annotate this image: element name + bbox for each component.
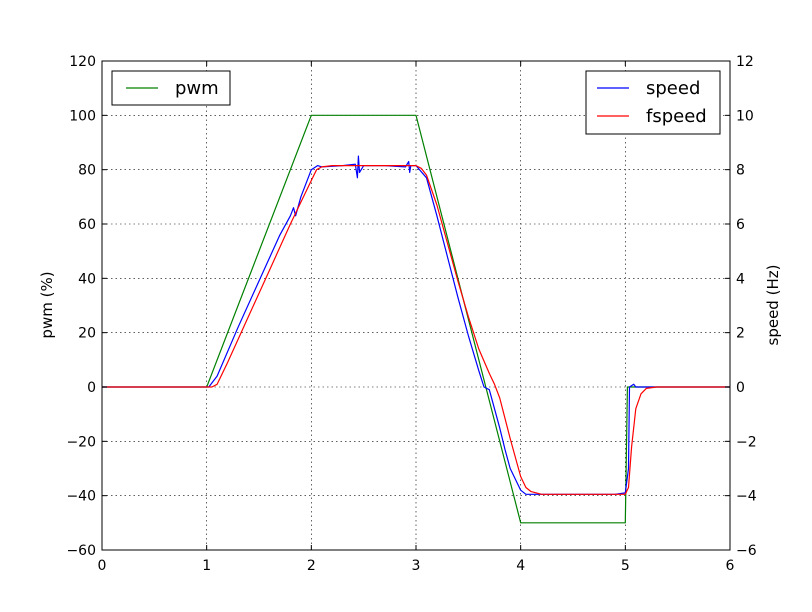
- y-left-tick-label: 40: [78, 271, 96, 287]
- legend-label-fspeed: fspeed: [646, 106, 707, 127]
- ticks: [101, 60, 731, 551]
- y-left-tick-label: 60: [78, 217, 96, 233]
- y-left-tick-label: −20: [66, 434, 96, 450]
- y-left-tick-label: 80: [78, 163, 96, 179]
- y-right-tick-label: 12: [736, 54, 754, 70]
- y-right-tick-label: 6: [736, 217, 745, 233]
- series-line-fspeed: [102, 165, 730, 495]
- legend-left: pwm: [111, 70, 231, 106]
- x-tick-label: 3: [412, 558, 421, 574]
- x-tick-label: 1: [202, 558, 211, 574]
- y-left-tick-label: −40: [66, 489, 96, 505]
- series-layer: [102, 114, 730, 524]
- y-left-tick-label: 100: [69, 108, 96, 124]
- y-right-tick-label: 10: [736, 108, 754, 124]
- x-tick-label: 6: [726, 558, 735, 574]
- y-axis-right-label: speed (Hz): [764, 265, 782, 346]
- legend-label-pwm: pwm: [175, 78, 219, 99]
- legend-right-box: [585, 70, 721, 135]
- y-left-tick-label: 120: [69, 54, 96, 70]
- y-left-tick-label: −60: [66, 543, 96, 559]
- y-axis-left-label: pwm (%): [38, 271, 56, 338]
- y-right-tick-label: −4: [736, 489, 757, 505]
- y-right-tick-label: −2: [736, 434, 757, 450]
- y-right-tick-label: 8: [736, 163, 745, 179]
- y-right-tick-label: 4: [736, 271, 745, 287]
- y-left-tick-label: 0: [87, 380, 96, 396]
- y-left-tick-label: 20: [78, 326, 96, 342]
- x-tick-label: 5: [621, 558, 630, 574]
- y-right-tick-label: 0: [736, 380, 745, 396]
- x-tick-label: 0: [98, 558, 107, 574]
- legend-right: speed fspeed: [585, 70, 721, 135]
- x-tick-label: 2: [307, 558, 316, 574]
- x-tick-label: 4: [516, 558, 525, 574]
- y-right-tick-label: −6: [736, 543, 757, 559]
- legend-label-speed: speed: [646, 78, 700, 99]
- series-line-pwm: [102, 114, 730, 524]
- y-right-tick-label: 2: [736, 326, 745, 342]
- tick-labels: 0 1 2 3 4 5 6120100806040200−20−40−60121086420…: [66, 54, 756, 574]
